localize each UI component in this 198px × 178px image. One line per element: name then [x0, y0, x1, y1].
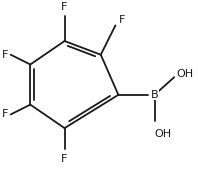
Text: F: F — [118, 15, 125, 25]
Text: OH: OH — [176, 69, 193, 79]
Text: F: F — [61, 154, 68, 164]
Text: F: F — [1, 50, 8, 60]
Text: F: F — [61, 2, 68, 12]
Text: OH: OH — [155, 129, 172, 139]
Text: B: B — [151, 90, 158, 100]
Text: F: F — [1, 109, 8, 119]
